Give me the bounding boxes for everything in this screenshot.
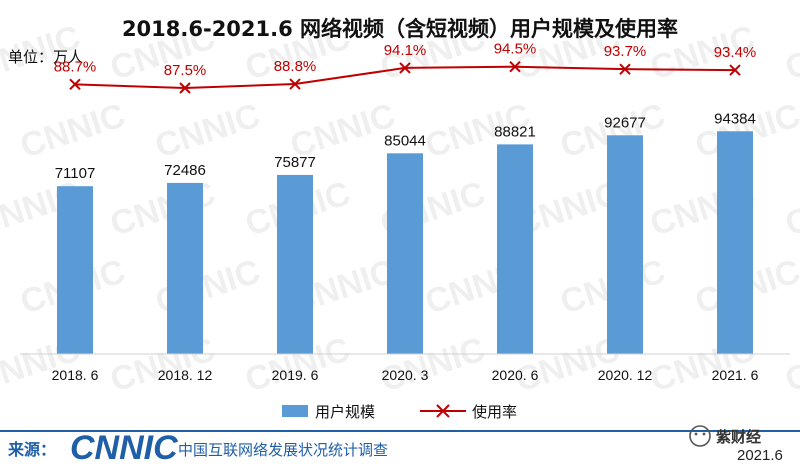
bar: [717, 131, 753, 354]
rate-marker: [69, 78, 81, 91]
rate-marker: [289, 78, 301, 90]
rate-value-label: 87.5%: [164, 62, 207, 79]
source-logo: CNNIC: [70, 429, 178, 466]
account-badge: 紫财经 2021.6: [689, 425, 783, 464]
bar-value-label: 72486: [164, 162, 206, 179]
watermark-text: CNNIC: [781, 18, 800, 87]
wechat-icon: [689, 425, 711, 447]
x-axis-tick-labels: 2018. 6 2018. 12 2019. 6 2020. 3 2020. 6 2020…: [52, 367, 759, 383]
x-tick-label: 2020. 6: [492, 367, 539, 383]
legend-line-marker: [436, 404, 450, 418]
x-tick-label: 2018. 12: [158, 367, 213, 383]
watermark-text: CNNIC: [781, 174, 800, 243]
rate-value-label: 88.7%: [54, 58, 97, 75]
rate-value-label: 93.7%: [604, 43, 647, 60]
bar-data-labels: 71107 72486 75877 85044 88821 92677 94384: [55, 110, 756, 182]
legend: 用户规模 使用率: [282, 403, 517, 421]
rate-marker: [619, 63, 631, 75]
rate-value-label: 94.1%: [384, 42, 427, 59]
rate-marker: [179, 82, 191, 94]
x-tick-label: 2018. 6: [52, 367, 99, 383]
source-organization: 中国互联网络发展状况统计调查: [178, 441, 388, 459]
bar: [57, 186, 93, 354]
bar-value-label: 88821: [494, 123, 536, 140]
rate-series: [69, 61, 741, 94]
rate-data-labels: 88.7% 87.5% 88.8% 94.1% 94.5% 93.7% 93.4%: [54, 41, 757, 79]
unit-label: 单位：万人: [8, 48, 83, 66]
bar-value-label: 94384: [714, 110, 756, 127]
wechat-icon-dot: [702, 432, 706, 436]
bar-value-label: 85044: [384, 132, 426, 149]
rate-value-label: 94.5%: [494, 41, 537, 58]
wechat-icon-dot: [694, 432, 698, 436]
legend-bar-label: 用户规模: [315, 403, 375, 421]
watermark-text: CNNIC: [16, 96, 130, 165]
watermark-text: CNNIC: [151, 96, 265, 165]
rate-marker: [509, 61, 521, 73]
bar: [387, 153, 423, 354]
chart-title: 2018.6-2021.6 网络视频（含短视频）用户规模及使用率: [122, 17, 678, 41]
watermark-text: CNNIC: [781, 330, 800, 399]
bar: [277, 174, 313, 354]
bar-value-label: 71107: [55, 165, 96, 182]
rate-value-label: 88.8%: [274, 58, 317, 75]
bar-value-label: 75877: [274, 154, 316, 171]
bar: [167, 182, 203, 354]
rate-value-label: 93.4%: [714, 44, 757, 61]
source-note: 来源： CNNIC 中国互联网络发展状况统计调查: [7, 429, 388, 466]
rate-marker: [399, 62, 411, 74]
bar-value-label: 92677: [604, 114, 646, 131]
bar: [607, 135, 643, 354]
x-tick-label: 2019. 6: [272, 367, 319, 383]
x-tick-label: 2021. 6: [712, 367, 759, 383]
bar: [497, 144, 533, 354]
badge-name: 紫财经: [716, 428, 761, 446]
source-prefix: 来源：: [7, 440, 56, 459]
bar-series: [57, 131, 753, 354]
legend-line-label: 使用率: [472, 403, 517, 421]
badge-date: 2021.6: [737, 447, 783, 464]
x-tick-label: 2020. 3: [382, 367, 429, 383]
rate-marker: [729, 64, 741, 76]
x-tick-label: 2020. 12: [598, 367, 653, 383]
legend-bar-swatch: [282, 405, 308, 417]
